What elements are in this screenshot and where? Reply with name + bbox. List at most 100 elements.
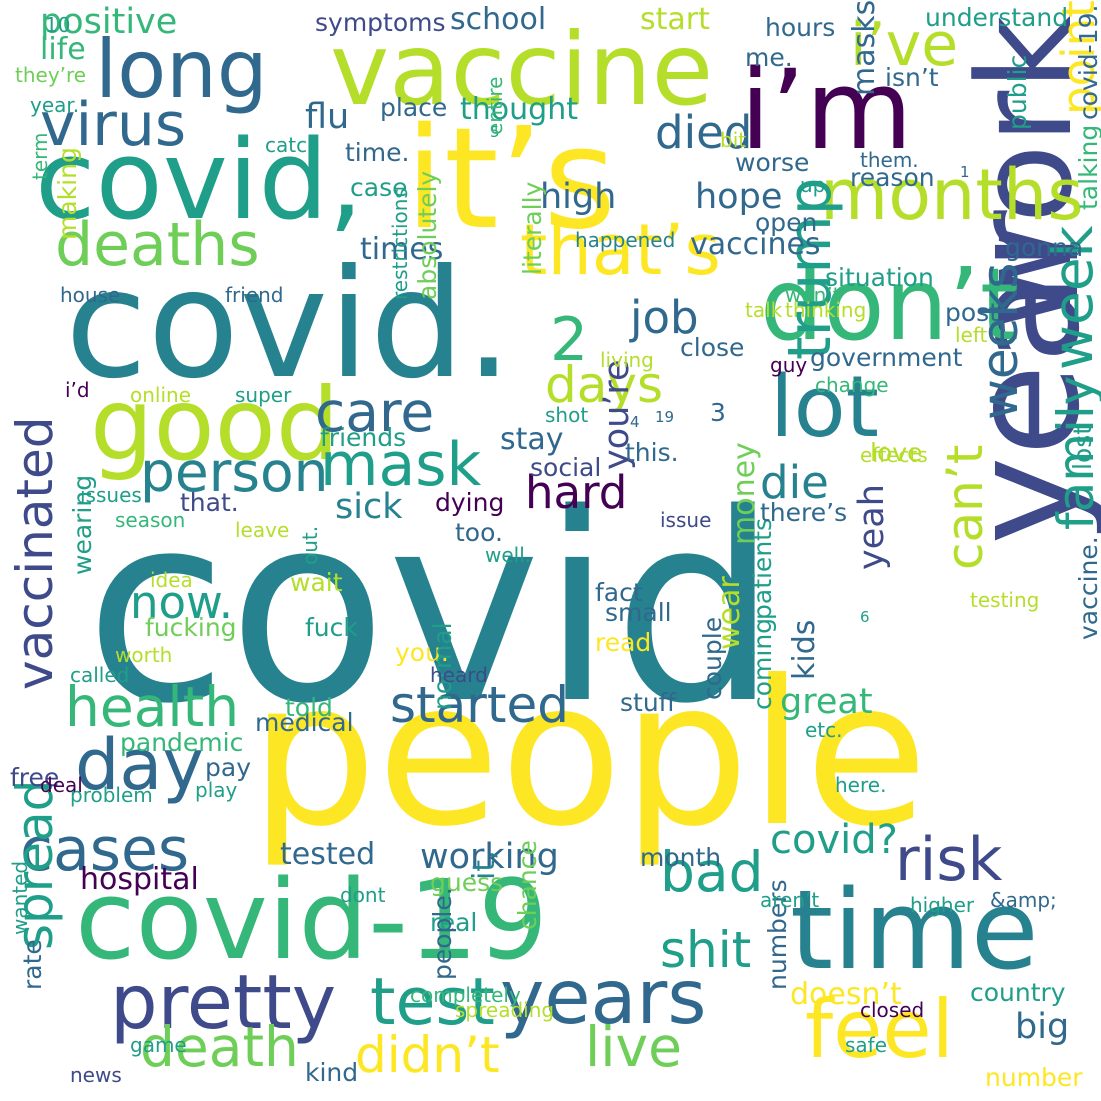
cloud-word: stuff xyxy=(620,688,676,717)
cloud-word: big xyxy=(1015,1007,1070,1047)
cloud-word: post xyxy=(945,298,999,327)
cloud-word: mask xyxy=(320,430,482,500)
cloud-word: super xyxy=(235,383,292,407)
cloud-word: bad xyxy=(660,840,764,904)
cloud-word: day xyxy=(75,724,204,806)
cloud-word: 5 xyxy=(490,123,500,141)
cloud-word: completely xyxy=(410,983,521,1007)
cloud-word: time. xyxy=(345,138,410,167)
cloud-word: thinking xyxy=(785,298,867,322)
cloud-word: hard xyxy=(525,466,628,519)
cloud-word: working xyxy=(420,837,559,877)
cloud-word: restrictions xyxy=(388,188,412,300)
cloud-word: test xyxy=(370,965,495,1040)
cloud-word: isn’t xyxy=(885,63,939,92)
cloud-word: deaths xyxy=(55,210,260,280)
cloud-word: social xyxy=(530,453,602,482)
cloud-word: now. xyxy=(130,576,234,629)
cloud-word: dont xyxy=(340,883,386,907)
cloud-word: too. xyxy=(455,518,503,547)
cloud-word: idea xyxy=(150,568,193,592)
cloud-word: entire xyxy=(483,76,507,135)
cloud-word: small xyxy=(605,598,672,627)
cloud-word: this. xyxy=(625,438,679,467)
cloud-word: doesn’t xyxy=(790,977,902,1012)
cloud-word: vaccines xyxy=(690,227,821,262)
cloud-word: pretty xyxy=(110,958,337,1046)
cloud-word: &amp; xyxy=(990,888,1057,912)
cloud-word: long xyxy=(95,23,268,116)
cloud-word: people. xyxy=(428,887,457,980)
cloud-word: times xyxy=(360,232,444,267)
cloud-word: place xyxy=(380,93,448,122)
cloud-word: 2 xyxy=(550,305,589,375)
cloud-word: guess xyxy=(430,868,504,897)
cloud-word: kids xyxy=(787,619,822,680)
cloud-word: 3 xyxy=(710,398,726,427)
cloud-word: covid-19. xyxy=(1074,4,1101,120)
cloud-word: term xyxy=(28,132,52,181)
cloud-word: live xyxy=(585,1015,682,1079)
cloud-word: vaccine xyxy=(330,11,714,128)
cloud-word: understand xyxy=(925,3,1069,32)
cloud-word: covid, xyxy=(35,116,364,244)
cloud-word: called xyxy=(70,663,130,687)
cloud-word: reason xyxy=(850,163,935,192)
cloud-word: play xyxy=(195,778,238,802)
cloud-word: coming xyxy=(748,617,777,710)
cloud-word: etc. xyxy=(805,718,843,742)
cloud-word: health xyxy=(65,675,240,739)
cloud-word: talking xyxy=(1074,124,1101,210)
cloud-word: 19 xyxy=(655,408,675,426)
cloud-word: life xyxy=(40,32,86,67)
cloud-word: close xyxy=(680,333,745,362)
cloud-word: don’t xyxy=(760,246,1020,363)
cloud-word: won’t xyxy=(785,283,841,307)
cloud-word: real xyxy=(430,908,478,937)
cloud-word: chance xyxy=(513,840,542,930)
cloud-word: lost xyxy=(1068,424,1097,470)
cloud-word: days xyxy=(545,356,664,414)
cloud-word: shot xyxy=(545,403,589,427)
cloud-word: i’m xyxy=(740,46,913,174)
cloud-word: problem xyxy=(70,783,153,807)
cloud-word: free xyxy=(10,763,60,792)
cloud-word: started xyxy=(390,676,569,734)
cloud-word: government xyxy=(810,343,963,372)
cloud-word: fuck xyxy=(305,613,358,642)
cloud-word: cases xyxy=(20,815,190,885)
cloud-word: catch xyxy=(265,133,320,157)
cloud-word: spreading xyxy=(455,998,555,1022)
cloud-word: leave xyxy=(235,518,290,542)
cloud-word: living xyxy=(600,348,654,372)
cloud-word: me. xyxy=(745,43,793,72)
cloud-word: 4 xyxy=(630,413,640,431)
cloud-word: closed xyxy=(860,998,925,1022)
cloud-word: game xyxy=(130,1033,187,1057)
cloud-word: you. xyxy=(395,638,449,667)
cloud-word: it’s xyxy=(405,98,617,261)
cloud-word: dying xyxy=(435,488,505,517)
cloud-word: year. xyxy=(30,93,80,117)
cloud-word: i’d xyxy=(65,378,90,402)
cloud-word: school xyxy=(450,2,547,37)
cloud-word: pandemic xyxy=(120,728,244,757)
cloud-word: bit xyxy=(720,128,747,152)
cloud-word: left xyxy=(955,323,988,347)
cloud-word: virus xyxy=(40,90,187,160)
cloud-word: literally xyxy=(518,181,547,275)
cloud-word: talk xyxy=(745,298,783,322)
cloud-word: pay xyxy=(205,753,251,782)
cloud-word: guy xyxy=(770,353,808,377)
cloud-word: here. xyxy=(835,773,887,797)
cloud-word: 6 xyxy=(860,608,870,626)
cloud-word: house xyxy=(60,283,121,307)
cloud-word: aren’t xyxy=(760,888,820,912)
cloud-word: rate xyxy=(18,939,47,990)
cloud-word: feel xyxy=(805,983,954,1076)
cloud-word: testing xyxy=(970,588,1040,612)
cloud-word: die xyxy=(760,456,829,509)
cloud-word: yeah xyxy=(852,484,892,570)
cloud-word: didn’t xyxy=(355,1026,500,1084)
